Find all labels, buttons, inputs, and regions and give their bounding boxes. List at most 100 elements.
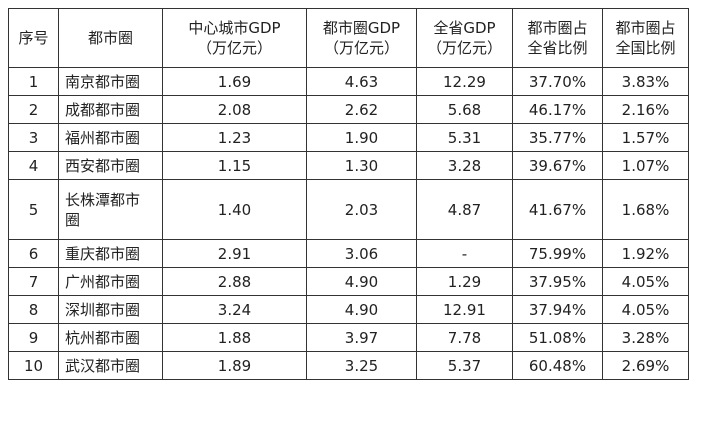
cell-nat-ratio: 3.83% xyxy=(602,67,689,96)
cell-city-gdp: 1.15 xyxy=(162,151,307,180)
cell-city-gdp: 1.89 xyxy=(162,351,307,380)
cell-no: 6 xyxy=(8,239,59,268)
cell-prov-gdp: 4.87 xyxy=(416,179,513,240)
cell-prov-ratio: 51.08% xyxy=(512,323,603,352)
cell-metro-gdp: 3.06 xyxy=(306,239,417,268)
header-metro-gdp: 都市圈GDP （万亿元） xyxy=(306,8,417,68)
cell-prov-gdp: 5.31 xyxy=(416,123,513,152)
cell-city-gdp: 1.88 xyxy=(162,323,307,352)
header-prov-ratio-line1: 都市圈占 xyxy=(527,19,588,37)
header-nat-ratio: 都市圈占 全国比例 xyxy=(602,8,689,68)
cell-city-gdp: 2.08 xyxy=(162,95,307,124)
cell-no: 4 xyxy=(8,151,59,180)
cell-no: 5 xyxy=(8,179,59,240)
cell-no: 3 xyxy=(8,123,59,152)
header-nat-ratio-line1: 都市圈占 xyxy=(615,19,676,37)
cell-prov-ratio: 75.99% xyxy=(512,239,603,268)
table-row: 7 广州都市圈 2.88 4.90 1.29 37.95% 4.05% xyxy=(8,267,689,296)
cell-metro-name: 武汉都市圈 xyxy=(58,351,163,380)
cell-city-gdp: 1.69 xyxy=(162,67,307,96)
cell-metro-gdp: 4.90 xyxy=(306,267,417,296)
cell-prov-ratio: 35.77% xyxy=(512,123,603,152)
header-prov-ratio-line2: 全省比例 xyxy=(527,39,588,57)
cell-no: 10 xyxy=(8,351,59,380)
cell-nat-ratio: 1.07% xyxy=(602,151,689,180)
cell-prov-gdp: 12.29 xyxy=(416,67,513,96)
metro-gdp-table: 序号 都市圈 中心城市GDP （万亿元） 都市圈GDP （万亿元） 全省GDP … xyxy=(8,8,689,380)
cell-no: 9 xyxy=(8,323,59,352)
cell-metro-name: 广州都市圈 xyxy=(58,267,163,296)
cell-prov-ratio: 37.70% xyxy=(512,67,603,96)
cell-prov-gdp: 12.91 xyxy=(416,295,513,324)
cell-metro-gdp: 1.90 xyxy=(306,123,417,152)
header-prov-ratio: 都市圈占 全省比例 xyxy=(512,8,603,68)
table-row: 9 杭州都市圈 1.88 3.97 7.78 51.08% 3.28% xyxy=(8,323,689,352)
cell-metro-name: 南京都市圈 xyxy=(58,67,163,96)
cell-prov-gdp: 5.68 xyxy=(416,95,513,124)
cell-metro-gdp: 1.30 xyxy=(306,151,417,180)
header-metro-gdp-line1: 都市圈GDP xyxy=(322,19,401,37)
cell-city-gdp: 1.40 xyxy=(162,179,307,240)
header-prov-gdp-line1: 全省GDP xyxy=(433,19,496,37)
cell-metro-name: 成都都市圈 xyxy=(58,95,163,124)
header-metro-line1: 都市圈 xyxy=(87,29,133,47)
cell-nat-ratio: 4.05% xyxy=(602,267,689,296)
cell-city-gdp: 2.91 xyxy=(162,239,307,268)
cell-prov-gdp: 3.28 xyxy=(416,151,513,180)
cell-metro-gdp: 2.03 xyxy=(306,179,417,240)
cell-no: 8 xyxy=(8,295,59,324)
cell-metro-name: 重庆都市圈 xyxy=(58,239,163,268)
cell-prov-gdp: 7.78 xyxy=(416,323,513,352)
cell-metro-name: 深圳都市圈 xyxy=(58,295,163,324)
header-no: 序号 xyxy=(8,8,59,68)
cell-prov-gdp: 5.37 xyxy=(416,351,513,380)
table-row: 4 西安都市圈 1.15 1.30 3.28 39.67% 1.07% xyxy=(8,151,689,180)
header-row: 序号 都市圈 中心城市GDP （万亿元） 都市圈GDP （万亿元） 全省GDP … xyxy=(8,8,689,68)
header-nat-ratio-line2: 全国比例 xyxy=(615,39,676,57)
cell-prov-ratio: 37.94% xyxy=(512,295,603,324)
cell-city-gdp: 3.24 xyxy=(162,295,307,324)
cell-metro-gdp: 3.97 xyxy=(306,323,417,352)
cell-no: 2 xyxy=(8,95,59,124)
header-metro: 都市圈 xyxy=(58,8,163,68)
cell-metro-name: 福州都市圈 xyxy=(58,123,163,152)
cell-metro-gdp: 4.63 xyxy=(306,67,417,96)
cell-metro-name: 长株潭都市圈 xyxy=(58,179,163,240)
table-row: 5 长株潭都市圈 1.40 2.03 4.87 41.67% 1.68% xyxy=(8,179,689,240)
cell-nat-ratio: 4.05% xyxy=(602,295,689,324)
header-city-gdp-line2: （万亿元） xyxy=(196,39,272,57)
header-prov-gdp: 全省GDP （万亿元） xyxy=(416,8,513,68)
cell-nat-ratio: 1.57% xyxy=(602,123,689,152)
cell-nat-ratio: 1.92% xyxy=(602,239,689,268)
cell-metro-gdp: 4.90 xyxy=(306,295,417,324)
cell-no: 1 xyxy=(8,67,59,96)
header-prov-gdp-line2: （万亿元） xyxy=(426,39,502,57)
cell-prov-ratio: 37.95% xyxy=(512,267,603,296)
table-row: 1 南京都市圈 1.69 4.63 12.29 37.70% 3.83% xyxy=(8,67,689,96)
cell-nat-ratio: 3.28% xyxy=(602,323,689,352)
table-row: 3 福州都市圈 1.23 1.90 5.31 35.77% 1.57% xyxy=(8,123,689,152)
cell-prov-ratio: 41.67% xyxy=(512,179,603,240)
table-row: 8 深圳都市圈 3.24 4.90 12.91 37.94% 4.05% xyxy=(8,295,689,324)
cell-prov-gdp: - xyxy=(416,239,513,268)
cell-nat-ratio: 2.16% xyxy=(602,95,689,124)
table-row: 2 成都都市圈 2.08 2.62 5.68 46.17% 2.16% xyxy=(8,95,689,124)
cell-metro-gdp: 3.25 xyxy=(306,351,417,380)
cell-prov-gdp: 1.29 xyxy=(416,267,513,296)
header-city-gdp: 中心城市GDP （万亿元） xyxy=(162,8,307,68)
table-row: 10 武汉都市圈 1.89 3.25 5.37 60.48% 2.69% xyxy=(8,351,689,380)
cell-city-gdp: 2.88 xyxy=(162,267,307,296)
cell-metro-name: 杭州都市圈 xyxy=(58,323,163,352)
cell-no: 7 xyxy=(8,267,59,296)
metro-gdp-table-container: 序号 都市圈 中心城市GDP （万亿元） 都市圈GDP （万亿元） 全省GDP … xyxy=(8,8,689,380)
cell-prov-ratio: 60.48% xyxy=(512,351,603,380)
cell-nat-ratio: 2.69% xyxy=(602,351,689,380)
cell-city-gdp: 1.23 xyxy=(162,123,307,152)
table-row: 6 重庆都市圈 2.91 3.06 - 75.99% 1.92% xyxy=(8,239,689,268)
cell-metro-name: 西安都市圈 xyxy=(58,151,163,180)
cell-metro-gdp: 2.62 xyxy=(306,95,417,124)
header-no-line1: 序号 xyxy=(18,29,49,47)
cell-prov-ratio: 39.67% xyxy=(512,151,603,180)
header-city-gdp-line1: 中心城市GDP xyxy=(188,19,281,37)
header-metro-gdp-line2: （万亿元） xyxy=(323,39,399,57)
